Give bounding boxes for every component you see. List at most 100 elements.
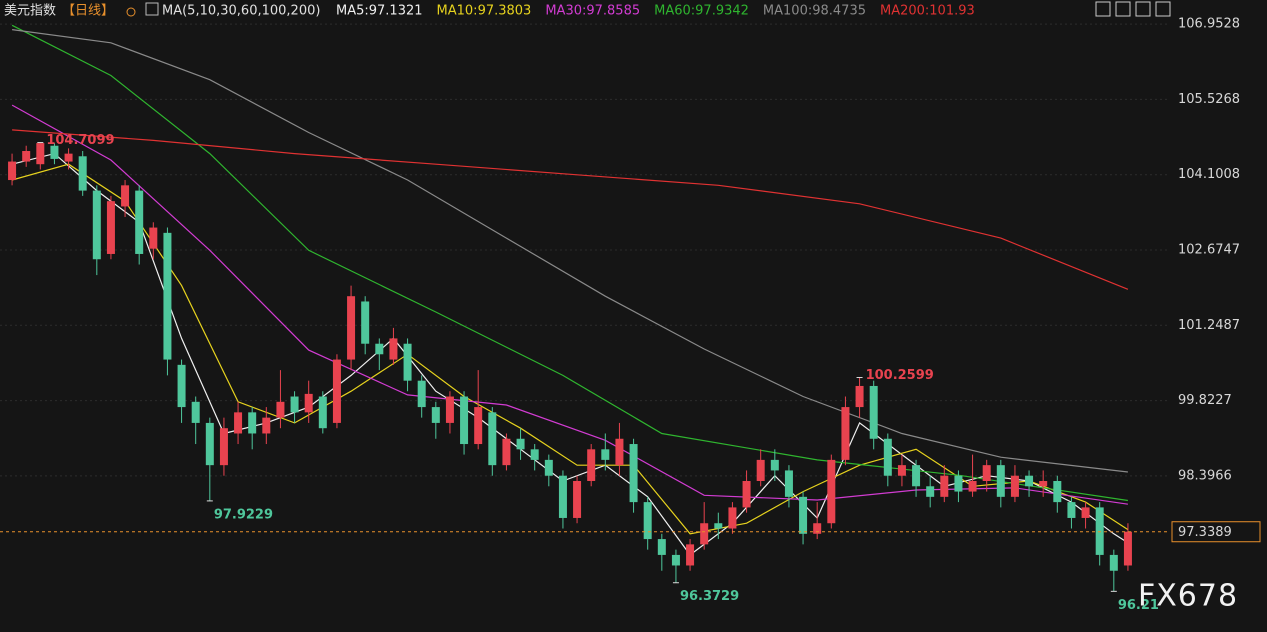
legend-entry: MA5:97.1321 — [336, 4, 423, 19]
candle-body — [205, 422, 214, 466]
candle-body — [982, 465, 991, 481]
candle-body — [1053, 480, 1062, 503]
candle-body — [1025, 475, 1034, 487]
candle-body — [926, 486, 935, 497]
candle-body — [1081, 507, 1090, 518]
candle-body — [629, 444, 638, 503]
candle-body — [1123, 531, 1132, 566]
candle-body — [1095, 507, 1104, 555]
candle-body — [573, 480, 582, 518]
candle-body — [375, 343, 384, 355]
candle-body — [177, 364, 186, 408]
candle-body — [954, 475, 963, 492]
annotation: 97.9229 — [214, 507, 273, 522]
candle-body — [912, 465, 921, 487]
current-price-box — [1171, 521, 1261, 543]
candle-body — [1010, 475, 1019, 497]
watermark: FX678 — [1138, 579, 1238, 614]
ma-line — [12, 29, 1128, 473]
candle-body — [78, 156, 87, 191]
candle-body — [827, 459, 836, 524]
title: 美元指数 — [4, 4, 56, 19]
candle-body — [784, 470, 793, 497]
candle-body — [474, 407, 483, 445]
candle-body — [431, 407, 440, 423]
candle-body — [276, 401, 285, 418]
candle-body — [248, 412, 257, 434]
candle-body — [50, 145, 59, 159]
y-tick-label: 104.1008 — [1178, 167, 1240, 182]
candle-body — [742, 480, 751, 508]
candle-body — [389, 338, 398, 360]
candle-body — [8, 161, 17, 181]
y-tick-label: 98.3966 — [1178, 468, 1232, 483]
candle-body — [488, 412, 497, 466]
legend-entry: MA100:98.4735 — [763, 4, 866, 19]
tool-button[interactable] — [1135, 1, 1151, 17]
period[interactable]: 【日线】 — [62, 4, 114, 19]
candle-body — [841, 407, 850, 460]
candle-body — [347, 296, 356, 360]
candle-body — [92, 190, 101, 260]
candle-body — [121, 185, 130, 207]
period-icon[interactable] — [126, 7, 136, 17]
candle-body — [262, 417, 271, 434]
candle-body — [799, 496, 808, 534]
candle-body — [587, 449, 596, 481]
candle-body — [657, 539, 666, 555]
y-tick-label: 102.6747 — [1178, 243, 1240, 258]
tool-button[interactable] — [1155, 1, 1171, 17]
candle-body — [417, 380, 426, 408]
ma-icon[interactable] — [145, 2, 159, 16]
candle-body — [163, 232, 172, 360]
candle-body — [897, 465, 906, 476]
candles — [8, 142, 1132, 592]
candle-body — [290, 396, 299, 413]
annotation: 96.3729 — [680, 589, 739, 604]
candle-body — [940, 475, 949, 497]
candle-body — [728, 507, 737, 529]
candle-body — [1039, 480, 1048, 487]
candle-body — [601, 449, 610, 460]
candle-body — [332, 359, 341, 423]
candle-body — [502, 438, 511, 466]
current-price-label: 97.3389 — [1178, 525, 1232, 540]
candle-body — [615, 438, 624, 466]
candle-body — [106, 201, 115, 254]
candle-body — [149, 227, 158, 249]
candle-body — [1067, 502, 1076, 518]
y-tick-label: 101.2487 — [1178, 318, 1240, 333]
tool-button[interactable] — [1115, 1, 1131, 17]
candle-body — [234, 412, 243, 434]
candle-body — [1109, 554, 1118, 571]
candle-body — [700, 523, 709, 545]
candle-body — [770, 459, 779, 471]
header-bg — [0, 0, 1095, 22]
candle-body — [460, 396, 469, 445]
candle-body — [968, 480, 977, 492]
candle-body — [445, 396, 454, 423]
labels: 98.3966 99.8227 101.2487 102.6747 104.1008 10… — [0, 17, 1261, 613]
candle-body — [304, 393, 313, 413]
ma-line — [11, 163, 1129, 535]
candle-body — [883, 438, 892, 476]
candle-body — [756, 459, 765, 481]
candle-body — [643, 502, 652, 540]
toolbar — [1095, 1, 1171, 17]
legend-entry: MA30:97.8585 — [545, 4, 640, 19]
y-tick-label: 99.8227 — [1178, 393, 1232, 408]
ma-label: MA(5,10,30,60,100,200) — [162, 4, 320, 19]
legend-entry: MA10:97.3803 — [437, 4, 532, 19]
candle-body — [516, 438, 525, 450]
annotation: 100.2599 — [866, 368, 934, 383]
candle-body — [869, 385, 878, 439]
candle-body — [813, 523, 822, 534]
candle-body — [403, 343, 412, 381]
candle-body — [855, 385, 864, 408]
tool-button[interactable] — [1095, 1, 1111, 17]
legend: MA5:97.1321 MA10:97.3803 MA30:97.8585 MA60:… — [336, 4, 975, 19]
ma-line — [12, 129, 1129, 290]
candle-body — [671, 554, 680, 566]
